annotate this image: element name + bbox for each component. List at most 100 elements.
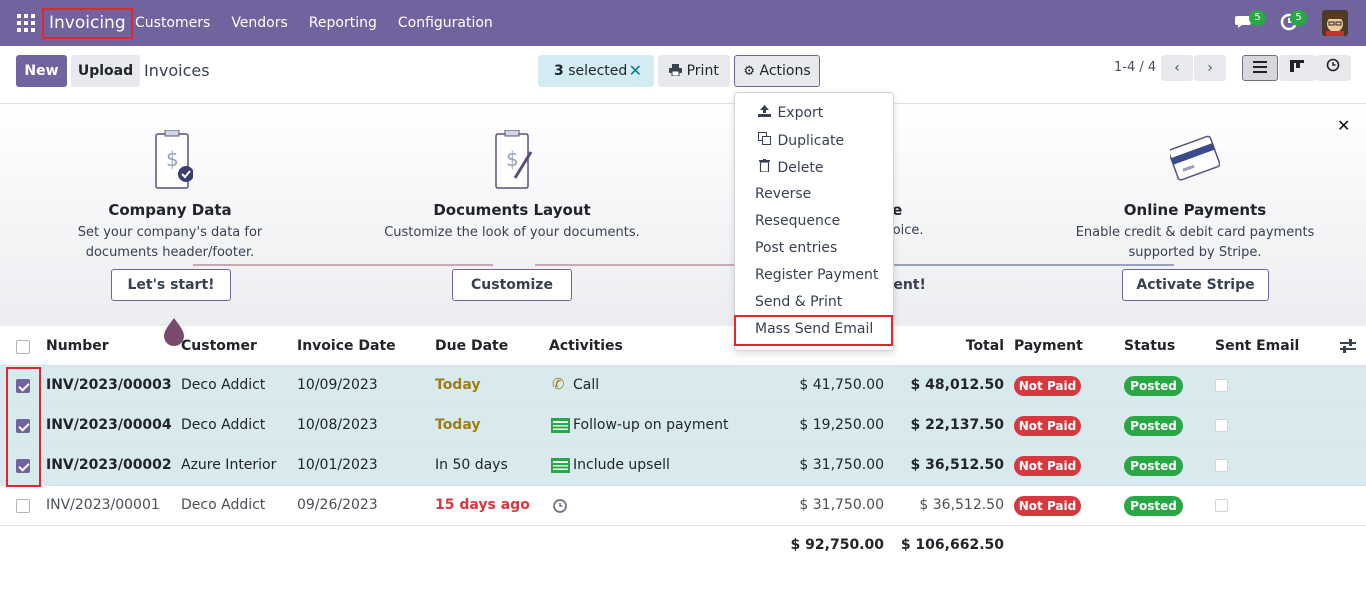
activity-label[interactable]: Include upsell	[573, 457, 670, 473]
svg-text:$: $	[166, 147, 179, 171]
col-payment[interactable]: Payment	[1014, 338, 1083, 354]
upload-button[interactable]: Upload	[71, 55, 140, 87]
progress-line	[535, 264, 735, 266]
activity-label[interactable]: Follow-up on payment	[573, 417, 729, 433]
customer-name: Deco Addict	[181, 377, 266, 393]
sent-email-checkbox	[1215, 419, 1228, 432]
status-badge: Posted	[1124, 456, 1183, 476]
sum-untaxed: $ 92,750.00	[790, 537, 884, 553]
menu-item-reverse[interactable]: Reverse	[755, 186, 812, 202]
total-amount: $ 36,512.50	[919, 497, 1004, 513]
table-row[interactable]: INV/2023/00001 Deco Addict 09/26/2023 15…	[0, 486, 1366, 526]
activity-label[interactable]: Call	[573, 377, 600, 393]
actions-dropdown-menu: Export Duplicate Delete Reverse Resequen…	[734, 92, 894, 351]
col-invoice-date[interactable]: Invoice Date	[297, 338, 396, 354]
row-checkbox[interactable]	[16, 379, 30, 393]
status-badge: Posted	[1124, 376, 1183, 396]
payment-activity-icon[interactable]	[551, 418, 570, 433]
menu-item-register-payment[interactable]: Register Payment	[755, 267, 879, 283]
customer-name: Deco Addict	[181, 417, 266, 433]
status-badge: Posted	[1124, 416, 1183, 436]
table-row[interactable]: INV/2023/00002 Azure Interior 10/01/2023…	[0, 446, 1366, 486]
untaxed-amount: $ 31,750.00	[799, 457, 884, 473]
messages-icon[interactable]	[1235, 12, 1255, 32]
untaxed-amount: $ 41,750.00	[799, 377, 884, 393]
unselect-close-icon[interactable]: ✕	[628, 61, 642, 80]
pager-value[interactable]: 1-4 / 4	[1114, 60, 1157, 75]
select-all-checkbox[interactable]	[16, 340, 30, 354]
menu-item-post-entries[interactable]: Post entries	[755, 240, 838, 256]
activity-view-button[interactable]	[1315, 55, 1351, 81]
new-button[interactable]: New	[16, 55, 67, 87]
list-view-button[interactable]	[1242, 55, 1278, 81]
menu-item-resequence[interactable]: Resequence	[755, 213, 841, 229]
mass-send-email-highlight	[734, 315, 893, 346]
total-amount: $ 48,012.50	[910, 377, 1004, 393]
step-button-partial[interactable]: sent!	[885, 277, 926, 293]
col-sent-email[interactable]: Sent Email	[1215, 338, 1300, 354]
selected-checkboxes-highlight	[6, 367, 41, 487]
apps-menu-icon[interactable]	[17, 14, 35, 32]
row-checkbox[interactable]	[16, 419, 30, 433]
table-row[interactable]: INV/2023/00003 Deco Addict 10/09/2023 To…	[0, 366, 1366, 406]
row-checkbox[interactable]	[16, 499, 30, 513]
col-due-date[interactable]: Due Date	[435, 338, 509, 354]
menu-customers[interactable]: Customers	[135, 15, 211, 31]
upsell-activity-icon[interactable]	[551, 458, 570, 473]
invoice-date: 10/08/2023	[297, 417, 378, 433]
menu-vendors[interactable]: Vendors	[231, 15, 288, 31]
col-customer[interactable]: Customer	[181, 338, 257, 354]
menu-item-export[interactable]: Export	[755, 105, 823, 121]
step-title: Documents Layout	[433, 201, 591, 219]
total-amount: $ 36,512.50	[910, 457, 1004, 473]
step-description: Customize the look of your documents.	[384, 225, 640, 240]
invoice-document-icon: $	[155, 130, 193, 189]
menu-item-label: Duplicate	[777, 133, 845, 149]
menu-configuration[interactable]: Configuration	[397, 15, 493, 31]
untaxed-amount: $ 31,750.00	[799, 497, 884, 513]
menu-item-send-print[interactable]: Send & Print	[755, 294, 843, 310]
invoice-date: 10/09/2023	[297, 377, 378, 393]
step-title: Online Payments	[1123, 201, 1267, 219]
menu-item-mass-send-email[interactable]: Mass Send Email	[755, 321, 874, 337]
row-checkbox[interactable]	[16, 459, 30, 473]
lets-start-button[interactable]: Let's start!	[111, 269, 231, 301]
kanban-view-icon	[1290, 60, 1304, 72]
step-description-partial: voice.	[885, 223, 924, 238]
menu-item-delete[interactable]: Delete	[755, 159, 823, 176]
svg-text:$: $	[506, 147, 519, 171]
col-number[interactable]: Number	[46, 338, 109, 354]
pager-previous-button[interactable]: ‹	[1161, 55, 1193, 81]
print-label: Print	[686, 63, 719, 79]
col-activities[interactable]: Activities	[549, 338, 623, 354]
phone-icon[interactable]: ✆	[552, 375, 565, 393]
sent-email-checkbox	[1215, 459, 1228, 472]
print-button[interactable]: Print	[658, 55, 730, 87]
col-total[interactable]: Total	[965, 338, 1004, 354]
actions-label: Actions	[759, 63, 811, 79]
main-menu: Customers Vendors Reporting Configuratio…	[135, 0, 514, 46]
upload-icon	[755, 105, 773, 121]
top-navbar: Invoicing Customers Vendors Reporting Co…	[0, 0, 1366, 46]
due-date: In 50 days	[435, 457, 508, 473]
table-row[interactable]: INV/2023/00004 Deco Addict 10/08/2023 To…	[0, 406, 1366, 446]
clock-activity-icon[interactable]	[552, 498, 568, 514]
invoice-number: INV/2023/00004	[46, 417, 172, 433]
close-banner-icon[interactable]: ✕	[1337, 116, 1351, 135]
menu-reporting[interactable]: Reporting	[308, 15, 377, 31]
actions-button[interactable]: ⚙ Actions	[734, 55, 820, 87]
customize-button[interactable]: Customize	[452, 269, 572, 301]
status-badge: Posted	[1124, 496, 1183, 516]
sum-total: $ 106,662.50	[900, 537, 1004, 553]
kanban-view-button[interactable]	[1279, 55, 1315, 81]
menu-item-duplicate[interactable]: Duplicate	[755, 132, 844, 149]
payment-badge: Not Paid	[1014, 376, 1081, 396]
app-title[interactable]: Invoicing	[42, 8, 133, 39]
due-date: Today	[435, 377, 481, 393]
pager-next-button[interactable]: ›	[1194, 55, 1226, 81]
optional-columns-icon[interactable]	[1340, 339, 1356, 353]
col-status[interactable]: Status	[1124, 338, 1176, 354]
activate-stripe-button[interactable]: Activate Stripe	[1122, 269, 1269, 301]
user-avatar[interactable]	[1322, 10, 1348, 36]
credit-card-icon	[1170, 135, 1220, 181]
